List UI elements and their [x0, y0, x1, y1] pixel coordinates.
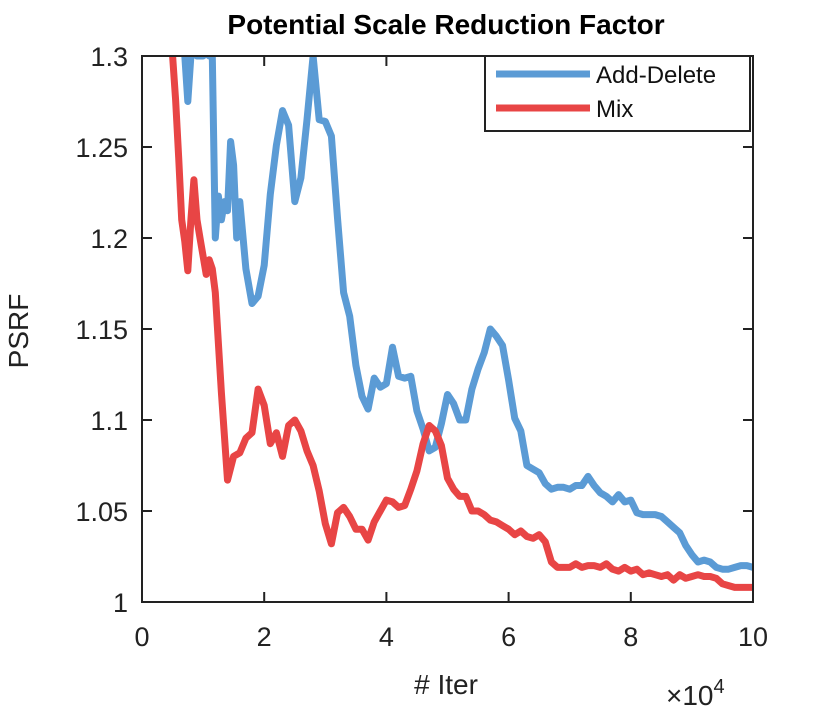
- x-tick-label: 10: [738, 622, 768, 652]
- x-tick-label: 6: [501, 622, 516, 652]
- y-tick-label: 1.3: [90, 42, 128, 72]
- legend-box: [484, 55, 751, 132]
- series-layer: [169, 56, 753, 591]
- x-tick-label: 4: [379, 622, 394, 652]
- legend: Add-Delete Mix: [484, 55, 751, 132]
- y-axis-label: PSRF: [3, 294, 34, 369]
- y-tick-label: 1.2: [90, 224, 128, 254]
- y-tick-label: 1: [113, 588, 128, 618]
- x-axis-multiplier-exponent: 4: [714, 676, 725, 698]
- x-tick-label: 0: [134, 622, 149, 652]
- x-tick-label: 8: [623, 622, 638, 652]
- x-axis-label: # Iter: [414, 669, 478, 700]
- y-tick-label: 1.1: [90, 406, 128, 436]
- legend-label-mix: Mix: [596, 96, 633, 123]
- series-line-mix: [169, 56, 753, 591]
- y-tick-label: 1.05: [75, 497, 128, 527]
- x-tick-label: 2: [257, 622, 272, 652]
- legend-label-add-delete: Add-Delete: [596, 62, 716, 89]
- series-line-add-delete: [181, 56, 753, 573]
- x-axis-multiplier: ×104: [666, 676, 725, 711]
- y-tick-label: 1.25: [75, 133, 128, 163]
- chart-title: Potential Scale Reduction Factor: [227, 9, 664, 40]
- y-tick-label: 1.15: [75, 315, 128, 345]
